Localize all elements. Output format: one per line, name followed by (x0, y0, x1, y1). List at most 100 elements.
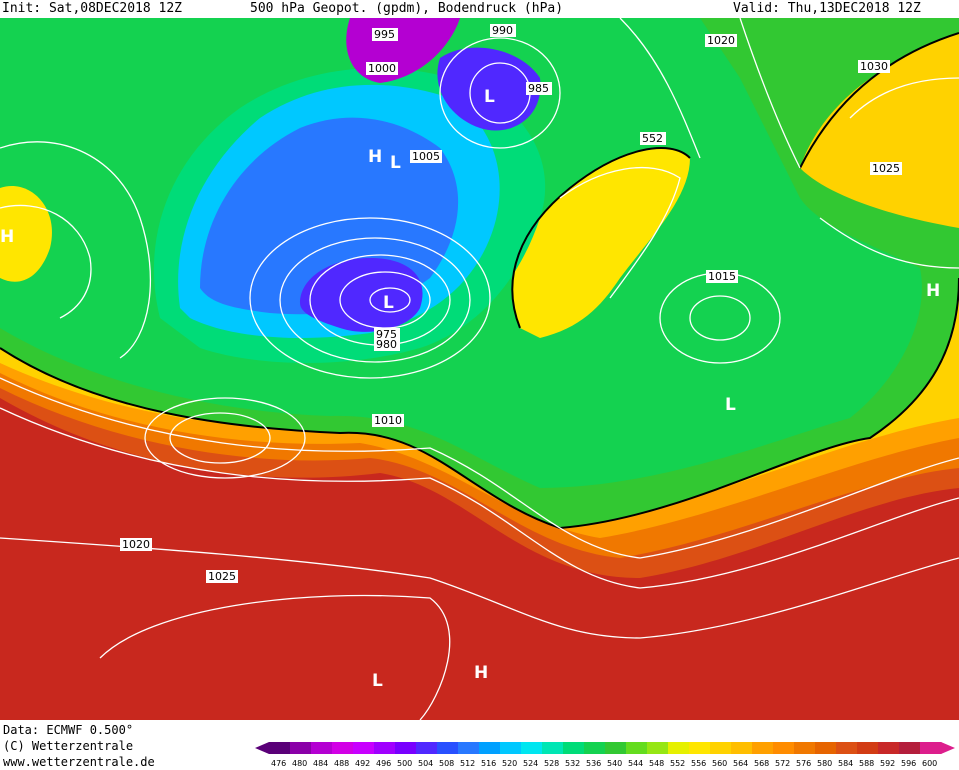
legend-swatch (521, 742, 543, 754)
legend-swatch (647, 742, 669, 754)
svg-text:980: 980 (376, 338, 397, 351)
legend-swatch (794, 742, 816, 754)
legend-swatch (668, 742, 690, 754)
legend-swatch (437, 742, 459, 754)
high-center: H (474, 663, 488, 683)
color-legend: 476 480 484 488 492 496 500 504 508 512 516 520 524 5… (255, 742, 955, 768)
legend-swatch (731, 742, 753, 754)
legend-tick-label: 568 (754, 759, 769, 768)
legend-swatch (836, 742, 858, 754)
legend-tick-label: 492 (355, 759, 370, 768)
ridge-west (0, 186, 52, 282)
svg-text:1025: 1025 (208, 570, 236, 583)
low-center: L (725, 395, 736, 415)
svg-text:990: 990 (492, 24, 513, 37)
legend-tick-label: 572 (775, 759, 790, 768)
legend-tick-label: 536 (586, 759, 601, 768)
legend-tick-label: 520 (502, 759, 517, 768)
legend-swatch (689, 742, 711, 754)
high-center: H (926, 281, 940, 301)
legend-tick-label: 596 (901, 759, 916, 768)
legend-swatch (815, 742, 837, 754)
legend-tick-label: 552 (670, 759, 685, 768)
legend-tick-label: 496 (376, 759, 391, 768)
legend-swatch (374, 742, 396, 754)
legend-tick-label: 516 (481, 759, 496, 768)
svg-text:1020: 1020 (707, 34, 735, 47)
legend-swatch (710, 742, 732, 754)
svg-text:1030: 1030 (860, 60, 888, 73)
legend-tick-label: 500 (397, 759, 412, 768)
legend-tick-label: 508 (439, 759, 454, 768)
legend-swatch (290, 742, 312, 754)
high-center: H (0, 227, 14, 247)
legend-swatch (311, 742, 333, 754)
legend-swatch (353, 742, 375, 754)
legend-swatch (857, 742, 879, 754)
legend-swatch (605, 742, 627, 754)
legend-tick-label: 504 (418, 759, 433, 768)
svg-text:1005: 1005 (412, 150, 440, 163)
legend-swatch (416, 742, 438, 754)
legend-tick-label: 488 (334, 759, 349, 768)
svg-text:985: 985 (528, 82, 549, 95)
low-center: L (372, 671, 383, 691)
legend-arrow-left (255, 742, 269, 754)
legend-tick-label: 512 (460, 759, 475, 768)
legend-tick-label: 540 (607, 759, 622, 768)
legend-swatch (752, 742, 774, 754)
legend-tick-label: 476 (271, 759, 286, 768)
map-header: Init: Sat,08DEC2018 12Z 500 hPa Geopot. … (0, 0, 959, 18)
legend-tick-label: 484 (313, 759, 328, 768)
legend-tick-label: 544 (628, 759, 643, 768)
legend-arrow-right (941, 742, 955, 754)
legend-swatch (479, 742, 501, 754)
valid-time: Valid: Thu,13DEC2018 12Z (733, 1, 921, 16)
low-center: L (383, 293, 394, 313)
svg-text:1020: 1020 (122, 538, 150, 551)
low-center: L (390, 153, 401, 173)
legend-tick-label: 576 (796, 759, 811, 768)
high-center: H (368, 147, 382, 167)
svg-text:1010: 1010 (374, 414, 402, 427)
contour-552-northeast (799, 32, 959, 169)
contour-552-scandinavia (511, 147, 691, 329)
legend-swatch (269, 742, 291, 754)
legend-swatch (878, 742, 900, 754)
legend-swatch (500, 742, 522, 754)
svg-text:975: 975 (376, 328, 397, 341)
legend-swatch (899, 742, 921, 754)
ridge-scandinavia (512, 148, 690, 338)
legend-tick-label: 528 (544, 759, 559, 768)
legend-tick-label: 588 (859, 759, 874, 768)
ridge-northeast (800, 33, 959, 218)
data-source: Data: ECMWF 0.500° (3, 723, 134, 737)
isobars (0, 18, 959, 720)
svg-text:552: 552 (642, 132, 663, 145)
legend-swatch (332, 742, 354, 754)
legend-swatch (626, 742, 648, 754)
legend-tick-label: 580 (817, 759, 832, 768)
svg-text:995: 995 (374, 28, 395, 41)
map-footer: Data: ECMWF 0.500° (C) Wetterzentrale ww… (0, 720, 959, 770)
legend-swatch (773, 742, 795, 754)
website-url: www.wetterzentrale.de (3, 755, 155, 769)
init-time: Init: Sat,08DEC2018 12Z (2, 1, 183, 16)
svg-text:1000: 1000 (368, 62, 396, 75)
map-title: 500 hPa Geopot. (gpdm), Bodendruck (hPa) (250, 1, 564, 16)
legend-tick-label: 592 (880, 759, 895, 768)
legend-tick-label: 560 (712, 759, 727, 768)
legend-tick-label: 564 (733, 759, 748, 768)
legend-tick-label: 584 (838, 759, 853, 768)
legend-tick-label: 600 (922, 759, 937, 768)
legend-tick-label: 532 (565, 759, 580, 768)
legend-swatch (458, 742, 480, 754)
svg-text:1025: 1025 (872, 162, 900, 175)
legend-swatch (395, 742, 417, 754)
copyright: (C) Wetterzentrale (3, 739, 134, 753)
weather-map: 995 990 1000 985 1005 1020 1030 1015 552… (0, 18, 959, 720)
isobar-labels: 995 990 1000 985 1005 1020 1030 1015 552… (120, 24, 902, 583)
legend-tick-label: 480 (292, 759, 307, 768)
pressure-centers: L L L L L H H H H (0, 87, 940, 691)
legend-swatch (584, 742, 606, 754)
